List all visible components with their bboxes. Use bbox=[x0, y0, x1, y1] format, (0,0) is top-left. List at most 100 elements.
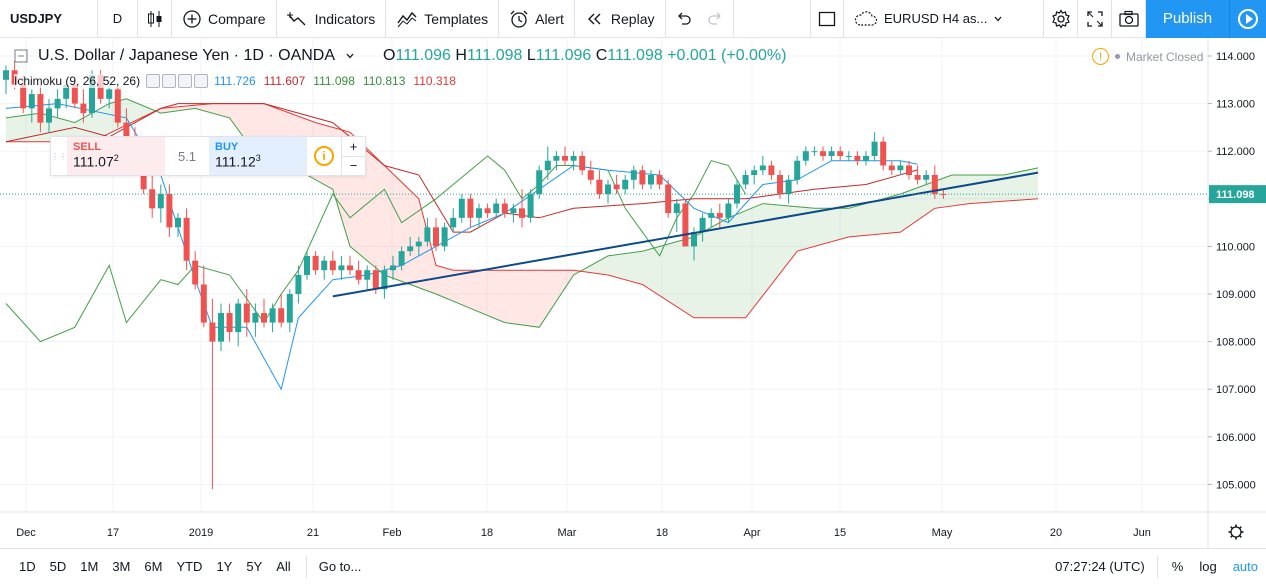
close-value: 111.098 bbox=[607, 47, 663, 64]
compare-button[interactable]: Compare bbox=[172, 0, 277, 38]
cloud-segment bbox=[633, 251, 643, 285]
candle-up bbox=[89, 75, 95, 114]
cloud-segment bbox=[530, 270, 540, 328]
candle-down bbox=[226, 313, 233, 333]
symbol-search-button[interactable]: USDJPY bbox=[0, 0, 98, 38]
goto-button[interactable]: Go to... bbox=[305, 555, 374, 578]
layout-name: EURUSD H4 as... bbox=[884, 11, 988, 26]
compare-label: Compare bbox=[208, 10, 266, 27]
range-button-1y[interactable]: 1Y bbox=[216, 559, 233, 574]
range-button-all[interactable]: All bbox=[276, 559, 291, 574]
candle-down bbox=[347, 265, 353, 271]
time-axis-label: Feb bbox=[383, 527, 402, 539]
indicators-button[interactable]: Indicators bbox=[277, 0, 387, 38]
candle-up bbox=[785, 179, 792, 195]
interval-label: D bbox=[112, 11, 123, 26]
fullscreen-button[interactable] bbox=[1078, 0, 1112, 38]
exclamation-icon: ! bbox=[1092, 48, 1109, 65]
sell-button[interactable]: SELL 111.072 bbox=[67, 137, 165, 175]
range-button-5y[interactable]: 5Y bbox=[246, 559, 263, 574]
candle-down bbox=[209, 322, 216, 342]
play-button[interactable] bbox=[1229, 0, 1266, 38]
log-label: log bbox=[1199, 559, 1217, 574]
log-toggle[interactable]: log bbox=[1191, 559, 1224, 574]
undo-button[interactable] bbox=[666, 0, 700, 38]
collapse-legend-icon[interactable] bbox=[14, 49, 28, 63]
symbol-title[interactable]: U.S. Dollar / Japanese Yen · 1D · OANDA bbox=[38, 47, 336, 64]
remove-icon[interactable] bbox=[178, 74, 193, 88]
range-button-3m[interactable]: 3M bbox=[112, 559, 131, 574]
candle-up bbox=[536, 170, 543, 195]
buy-button[interactable]: BUY 111.123 bbox=[209, 137, 307, 175]
alert-button[interactable]: Alert bbox=[499, 0, 575, 38]
candle-up bbox=[527, 194, 534, 218]
snapshot-button[interactable] bbox=[1112, 0, 1146, 38]
settings-button[interactable] bbox=[1044, 0, 1078, 38]
candle-down bbox=[519, 208, 525, 218]
indicator-name[interactable]: Ichimoku (9, 26, 52, 26) bbox=[14, 74, 141, 88]
cloud-segment bbox=[92, 108, 101, 142]
layout-dropdown[interactable]: EURUSD H4 as... bbox=[844, 0, 1044, 38]
percent-toggle[interactable]: % bbox=[1164, 559, 1192, 574]
cloud-segment bbox=[977, 175, 987, 203]
trade-info-button[interactable]: i bbox=[307, 137, 341, 175]
ohlc-values: O111.096 H111.098 L111.096 C111.098 +0.0… bbox=[383, 47, 786, 65]
chart-canvas[interactable]: 114.000113.000112.000111.000110.000109.0… bbox=[0, 38, 1266, 548]
candle-up bbox=[648, 175, 654, 185]
select-layout-button[interactable] bbox=[810, 0, 844, 38]
chart-area[interactable]: 114.000113.000112.000111.000110.000109.0… bbox=[0, 38, 1266, 548]
cloud-segment bbox=[797, 206, 806, 252]
cloud-segment bbox=[805, 207, 815, 249]
candle-down bbox=[261, 313, 267, 323]
candle-down bbox=[820, 151, 826, 156]
redo-button[interactable] bbox=[700, 0, 734, 38]
rewind-icon bbox=[587, 13, 601, 24]
time-axis-label: 2019 bbox=[189, 527, 213, 539]
indicator-value: 111.726 bbox=[214, 74, 256, 88]
interval-button[interactable]: D bbox=[98, 0, 138, 38]
chevron-down-icon[interactable] bbox=[345, 51, 355, 61]
candle-up bbox=[364, 270, 371, 280]
chart-type-button[interactable] bbox=[138, 0, 172, 38]
cloud-segment bbox=[599, 255, 608, 275]
auto-toggle[interactable]: auto bbox=[1225, 559, 1266, 574]
decrease-button[interactable]: − bbox=[349, 158, 358, 174]
cloud-segment bbox=[221, 103, 230, 118]
cloud-segment bbox=[504, 270, 514, 324]
cloud-segment bbox=[754, 203, 763, 307]
cloud-segment bbox=[410, 190, 419, 288]
candle-up bbox=[751, 170, 758, 175]
candle-up bbox=[734, 184, 740, 204]
candle-down bbox=[579, 155, 586, 171]
clock[interactable]: 07:27:24 (UTC) bbox=[1043, 555, 1158, 578]
candle-down bbox=[914, 175, 921, 180]
cloud-segment bbox=[702, 227, 712, 318]
market-status[interactable]: ! Market Closed bbox=[1092, 48, 1203, 65]
range-button-1d[interactable]: 1D bbox=[19, 559, 36, 574]
range-button-6m[interactable]: 6M bbox=[144, 559, 163, 574]
candle-down bbox=[837, 151, 844, 156]
cloud-segment bbox=[590, 260, 600, 274]
cloud-segment bbox=[874, 198, 884, 235]
candle-down bbox=[71, 84, 78, 104]
publish-button[interactable]: Publish bbox=[1146, 0, 1229, 38]
cloud-segment bbox=[135, 102, 144, 121]
visibility-icon[interactable] bbox=[146, 74, 161, 88]
more-icon[interactable] bbox=[194, 74, 209, 88]
range-button-1m[interactable]: 1M bbox=[80, 559, 99, 574]
templates-button[interactable]: Templates bbox=[386, 0, 500, 38]
cloud-segment bbox=[625, 252, 634, 283]
range-button-ytd[interactable]: YTD bbox=[176, 559, 203, 574]
cloud-segment bbox=[676, 239, 686, 313]
candle-up bbox=[476, 208, 482, 218]
range-button-5d[interactable]: 5D bbox=[49, 559, 67, 574]
candle-down bbox=[183, 217, 190, 261]
indicator-value: 111.098 bbox=[313, 74, 355, 88]
candle-down bbox=[355, 270, 362, 280]
drag-handle-icon[interactable]: ⋮⋮ bbox=[51, 151, 67, 161]
replay-button[interactable]: Replay bbox=[575, 0, 666, 38]
chart-settings-gear-icon[interactable] bbox=[1228, 524, 1244, 540]
increase-button[interactable]: + bbox=[342, 137, 365, 157]
settings-icon[interactable] bbox=[162, 74, 177, 88]
cloud-segment bbox=[719, 217, 729, 318]
